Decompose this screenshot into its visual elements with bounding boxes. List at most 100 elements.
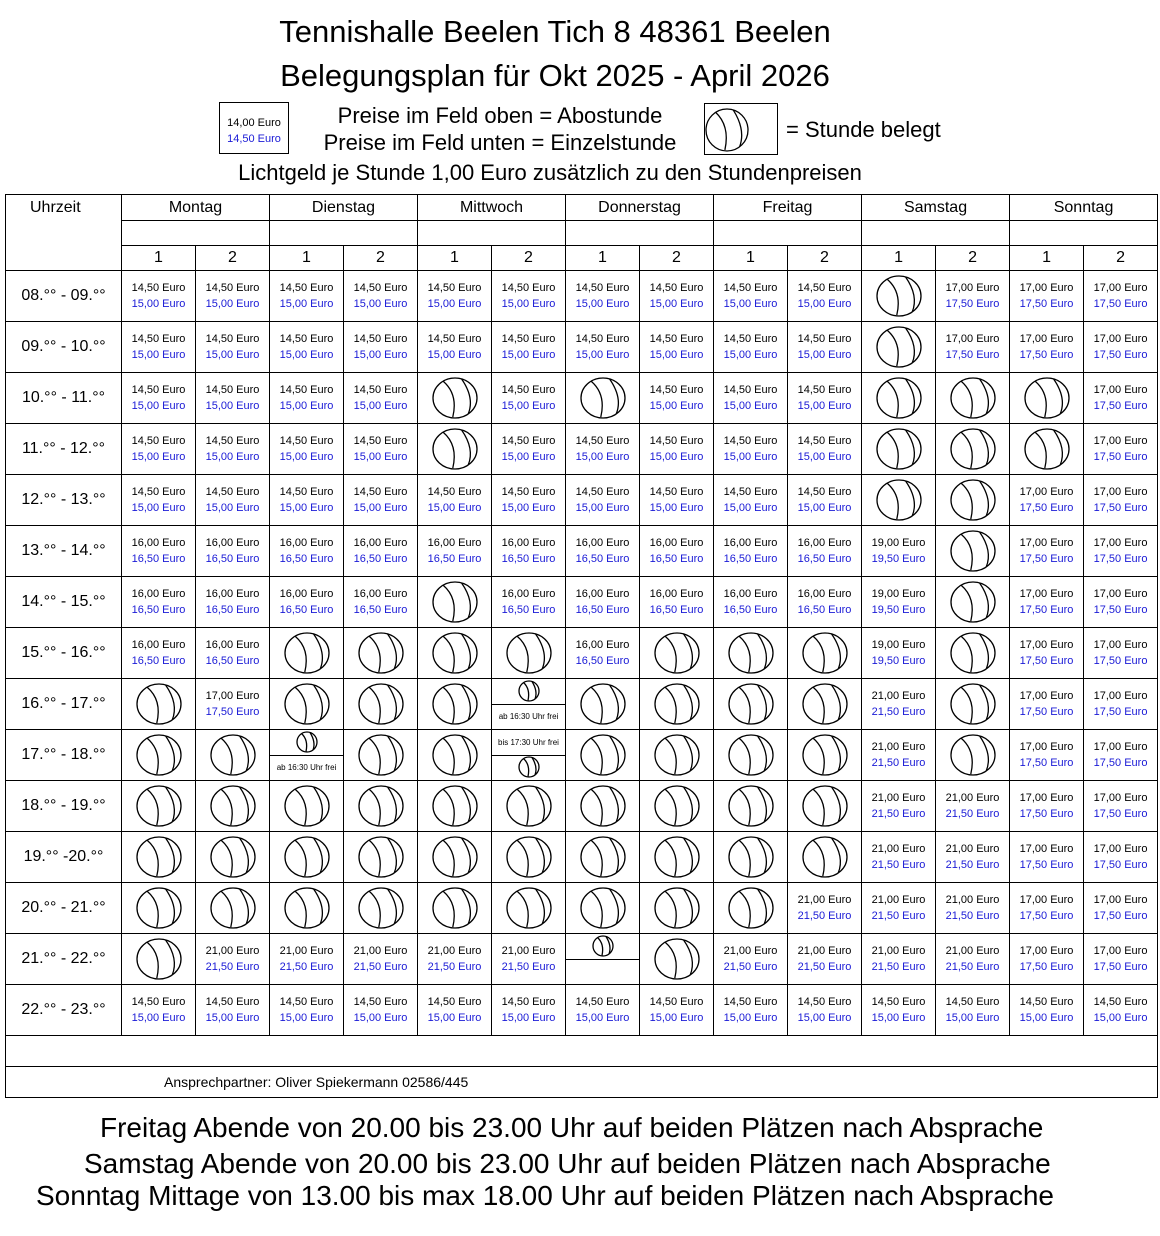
einzel-price: 17,50 Euro <box>1019 553 1074 565</box>
booked-cell <box>639 678 714 730</box>
abo-price: 21,00 Euro <box>945 894 1000 906</box>
einzel-price: 15,00 Euro <box>501 298 556 310</box>
partial-booked-cell: ab 16:30 Uhr frei <box>269 729 344 781</box>
price-cell: 14,50 Euro 15,00 Euro <box>417 984 492 1036</box>
booked-cell <box>861 474 937 526</box>
einzel-price: 19,50 Euro <box>871 604 926 616</box>
einzel-price: 17,50 Euro <box>1093 451 1148 463</box>
price-cell: 21,00 Euro 21,50 Euro <box>343 933 418 985</box>
tennis-ball-icon <box>419 632 491 674</box>
einzel-price: 15,00 Euro <box>575 298 630 310</box>
price-cell: 14,50 Euro 15,00 Euro <box>417 474 492 526</box>
einzel-price: 15,00 Euro <box>797 298 852 310</box>
einzel-price: 17,50 Euro <box>1019 859 1074 871</box>
einzel-price: 21,50 Euro <box>501 961 556 973</box>
einzel-price: 21,50 Euro <box>945 808 1000 820</box>
tennis-ball-icon <box>937 683 1009 725</box>
day-blank-cell <box>417 220 566 246</box>
booked-cell <box>343 780 418 832</box>
booked-cell <box>491 831 566 883</box>
einzel-price: 15,00 Euro <box>501 400 556 412</box>
abo-price: 21,00 Euro <box>871 945 926 957</box>
day-header: Sonntag <box>1009 194 1159 221</box>
booked-cell <box>935 525 1011 577</box>
tennis-ball-icon <box>345 632 417 674</box>
abo-price: 16,00 Euro <box>649 537 704 549</box>
einzel-price: 15,00 Euro <box>353 451 408 463</box>
einzel-price: 17,50 Euro <box>1093 553 1148 565</box>
booked-cell <box>861 321 937 373</box>
booked-cell <box>491 780 566 832</box>
tennis-ball-icon <box>197 836 269 878</box>
price-cell: 14,50 Euro 15,00 Euro <box>713 321 788 373</box>
einzel-price: 15,00 Euro <box>427 502 482 514</box>
einzel-price: 15,00 Euro <box>797 400 852 412</box>
abo-price: 14,50 Euro <box>649 333 704 345</box>
price-cell: 14,50 Euro 15,00 Euro <box>491 372 566 424</box>
booked-cell <box>786 678 863 730</box>
tennis-ball-icon <box>863 275 935 317</box>
booked-cell <box>417 372 492 424</box>
price-cell: 21,00 Euro 21,50 Euro <box>861 729 937 781</box>
abo-price: 21,00 Euro <box>945 945 1000 957</box>
einzel-price: 15,00 Euro <box>945 1012 1000 1024</box>
abo-price: 14,50 Euro <box>723 996 778 1008</box>
einzel-price: 15,00 Euro <box>797 451 852 463</box>
time-slot-label: 16.°° - 17.°° <box>5 678 122 730</box>
price-cell: 14,50 Euro 15,00 Euro <box>195 270 270 322</box>
abo-price: 17,00 Euro <box>1093 537 1148 549</box>
price-cell: 14,50 Euro 15,00 Euro <box>713 474 788 526</box>
tennis-ball-icon <box>567 836 639 878</box>
tennis-ball-icon <box>123 836 195 878</box>
empty-row <box>4 1035 1159 1067</box>
einzel-price: 15,00 Euro <box>279 400 334 412</box>
einzel-price: 15,00 Euro <box>205 298 260 310</box>
price-cell: 14,50 Euro 15,00 Euro <box>491 270 566 322</box>
abo-price: 16,00 Euro <box>353 537 408 549</box>
abo-price: 14,50 Euro <box>649 486 704 498</box>
booked-cell <box>343 627 418 679</box>
einzel-price: 15,00 Euro <box>797 1012 852 1024</box>
legend-line-einzel: Preise im Feld unten = Einzelstunde <box>323 130 677 155</box>
abo-price: 21,00 Euro <box>501 945 556 957</box>
abo-price: 16,00 Euro <box>649 588 704 600</box>
einzel-price: 15,00 Euro <box>205 451 260 463</box>
einzel-price: 21,50 Euro <box>723 961 778 973</box>
price-cell: 21,00 Euro 21,50 Euro <box>491 933 566 985</box>
einzel-price: 17,50 Euro <box>1093 859 1148 871</box>
booked-cell <box>639 627 714 679</box>
einzel-price: 15,00 Euro <box>649 502 704 514</box>
einzel-price: 15,00 Euro <box>131 400 186 412</box>
einzel-price: 15,00 Euro <box>205 502 260 514</box>
price-cell: 21,00 Euro 21,50 Euro <box>935 933 1011 985</box>
booked-cell <box>343 729 418 781</box>
abo-price: 14,50 Euro <box>131 435 186 447</box>
abo-price: 14,50 Euro <box>501 333 556 345</box>
abo-price: 17,00 Euro <box>1093 639 1148 651</box>
einzel-price: 15,00 Euro <box>723 298 778 310</box>
price-cell: 14,50 Euro 15,00 Euro <box>195 321 270 373</box>
abo-price: 14,50 Euro <box>205 333 260 345</box>
tennis-ball-icon <box>567 734 639 776</box>
abo-price: 14,50 Euro <box>723 282 778 294</box>
booked-cell <box>417 678 492 730</box>
price-cell: 17,00 Euro 17,50 Euro <box>935 321 1011 373</box>
abo-price: 14,50 Euro <box>131 282 186 294</box>
einzel-price: 21,50 Euro <box>797 961 852 973</box>
abo-price: 14,50 Euro <box>205 435 260 447</box>
time-slot-label: 12.°° - 13.°° <box>5 474 122 526</box>
abo-price: 17,00 Euro <box>1019 333 1074 345</box>
tennis-ball-icon <box>937 734 1009 776</box>
day-header: Freitag <box>712 194 863 221</box>
abo-price: 14,50 Euro <box>575 996 630 1008</box>
tennis-ball-icon <box>789 734 861 776</box>
einzel-price: 15,00 Euro <box>723 502 778 514</box>
price-cell: 14,50 Euro 15,00 Euro <box>269 321 344 373</box>
abo-price: 17,00 Euro <box>1019 537 1074 549</box>
abo-price: 14,50 Euro <box>797 384 852 396</box>
time-slot-label: 14.°° - 15.°° <box>5 576 122 628</box>
abo-price: 14,50 Euro <box>501 282 556 294</box>
einzel-price: 16,50 Euro <box>575 553 630 565</box>
abo-price: 21,00 Euro <box>871 741 926 753</box>
price-cell: 16,00 Euro 16,50 Euro <box>121 525 196 577</box>
